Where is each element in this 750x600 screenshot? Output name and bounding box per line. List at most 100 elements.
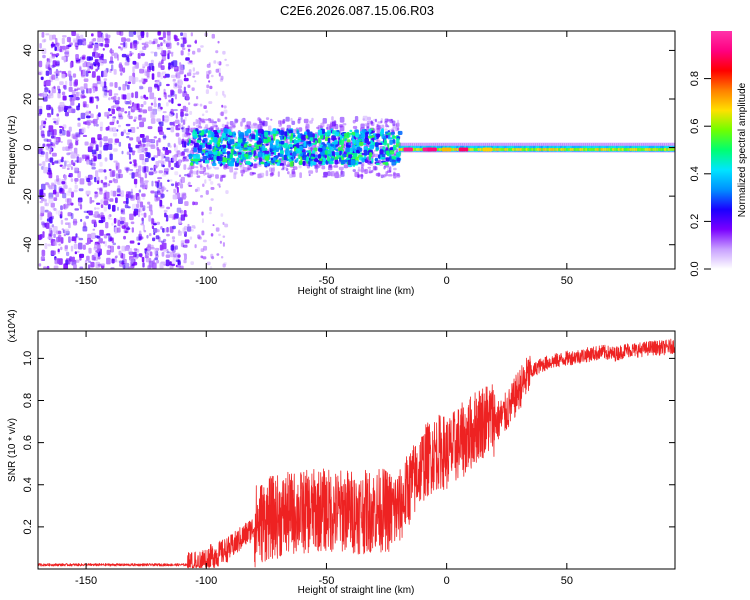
noise-cell (180, 37, 186, 40)
noise-cell (78, 157, 82, 163)
noise-cell (178, 174, 182, 178)
noise-cell (183, 39, 188, 44)
noise-cell (111, 222, 114, 226)
noise-cell (166, 206, 171, 210)
band-core-cell (387, 130, 390, 133)
band-core-cell (275, 130, 279, 135)
noise-cell (69, 75, 73, 82)
band-core-cell (331, 135, 336, 141)
band-core-cell (199, 142, 203, 145)
speckle-cell (187, 84, 191, 89)
band-core-cell (295, 136, 298, 139)
noise-cell (119, 31, 124, 36)
noise-cell (183, 77, 189, 82)
speckle-cell (213, 60, 217, 64)
noise-cell (78, 188, 84, 192)
speckle-cell (220, 75, 224, 80)
speckle-cell (193, 103, 198, 107)
noise-cell (149, 244, 154, 249)
noise-cell (93, 123, 96, 127)
noise-cell (94, 243, 98, 249)
noise-cell (135, 248, 140, 253)
noise-cell (63, 56, 66, 63)
noise-cell (117, 54, 120, 61)
band-halo-cell (322, 121, 326, 124)
noise-cell (163, 75, 167, 79)
noise-cell (68, 73, 72, 77)
noise-cell (183, 127, 187, 134)
noise-cell (130, 221, 135, 225)
band-halo-cell (390, 121, 393, 124)
noise-cell (165, 156, 170, 162)
noise-cell (146, 32, 149, 38)
band-core-cell (190, 162, 193, 166)
noise-cell (158, 62, 161, 67)
noise-cell (45, 33, 50, 36)
noise-cell (117, 245, 121, 250)
speckle-cell (194, 188, 198, 193)
noise-cell (92, 87, 96, 94)
snr-frame (37, 330, 676, 570)
band-core-cell (199, 135, 202, 139)
noise-cell (120, 47, 123, 51)
band-core-cell (329, 145, 332, 150)
noise-cell (59, 188, 63, 192)
speckle-cell (189, 60, 193, 63)
noise-cell (173, 188, 176, 194)
band-core-cell (346, 157, 351, 161)
noise-cell (170, 89, 174, 96)
noise-cell (142, 205, 146, 212)
noise-cell (142, 63, 147, 67)
noise-cell (183, 32, 187, 39)
band-core-cell (344, 132, 350, 139)
noise-cell (119, 65, 123, 72)
noise-cell (74, 208, 80, 211)
band-halo-cell (245, 124, 249, 128)
noise-cell (39, 213, 42, 217)
speckle-cell (212, 224, 215, 227)
band-core-cell (217, 160, 222, 164)
hot-spot-cell (489, 147, 493, 152)
noise-cell (92, 71, 96, 78)
noise-cell (157, 43, 160, 48)
noise-cell (132, 60, 137, 65)
snr-y-multiplier: (x10^4) (7, 309, 18, 342)
noise-cell (91, 219, 97, 224)
noise-cell (152, 262, 157, 269)
noise-cell (138, 146, 144, 152)
band-halo-cell (289, 173, 293, 179)
band-core-cell (340, 160, 346, 165)
band-halo-cell (194, 166, 199, 169)
noise-cell (66, 36, 71, 43)
speckle-cell (188, 69, 192, 74)
noise-cell (173, 121, 176, 127)
noise-cell (116, 31, 122, 35)
noise-cell (150, 59, 154, 65)
speckle-cell (196, 187, 200, 192)
band-core-cell (253, 150, 257, 155)
band-core-cell (331, 155, 335, 159)
noise-cell (147, 265, 152, 269)
noise-cell (62, 192, 67, 199)
band-core-cell (351, 144, 356, 150)
noise-cell (75, 141, 79, 146)
band-core-cell (339, 157, 342, 162)
noise-cell (44, 85, 47, 91)
noise-cell (166, 233, 170, 237)
band-core-cell (354, 132, 360, 138)
x-tick-label: -150 (75, 275, 97, 287)
noise-cell (125, 123, 131, 127)
noise-cell (83, 221, 86, 226)
speckle-cell (225, 190, 229, 194)
noise-cell (80, 86, 84, 91)
noise-cell (86, 115, 91, 119)
noise-cell (89, 142, 94, 149)
noise-cell (144, 166, 149, 173)
noise-cell (76, 91, 81, 96)
noise-cell (164, 92, 167, 100)
noise-cell (46, 104, 51, 111)
noise-cell (140, 213, 145, 216)
noise-cell (172, 60, 178, 67)
speckle-cell (210, 233, 214, 237)
noise-cell (77, 171, 81, 178)
